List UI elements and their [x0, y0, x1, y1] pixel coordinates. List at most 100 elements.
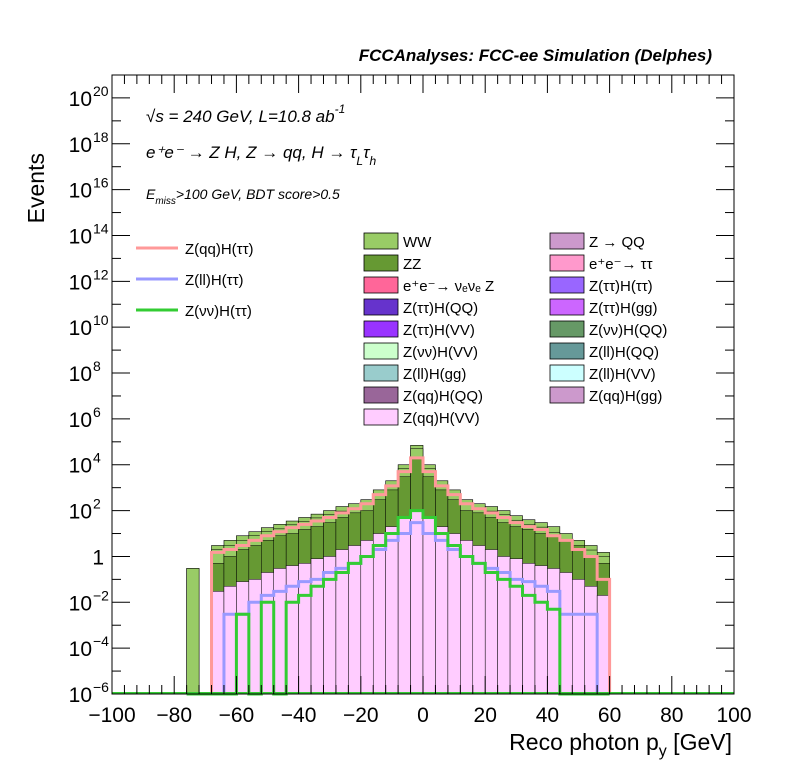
stack-bar	[435, 526, 449, 695]
legend-bg-swatch	[549, 254, 585, 272]
y-tick-label: 10	[69, 88, 92, 111]
stack-bar	[410, 510, 424, 695]
y-tick-label: 10	[69, 501, 92, 524]
stack-bar	[472, 545, 486, 695]
legend-bg-swatch	[549, 276, 585, 294]
stack-bar	[572, 579, 585, 695]
chart-header: FCCAnalyses: FCC-ee Simulation (Delphes)	[359, 46, 713, 65]
x-tick-label: 0	[417, 704, 429, 727]
y-tick-label: 10	[69, 134, 92, 157]
legend-bg-swatch	[363, 298, 399, 316]
annotation-process: e⁺e⁻ → Z H, Z → qq, H → τLτh	[146, 143, 376, 168]
stack-bar	[372, 533, 386, 695]
y-tick-exponent: 2	[93, 496, 101, 512]
stack-bar	[261, 572, 274, 695]
y-tick-exponent: 8	[93, 358, 101, 374]
y-tick-exponent: 14	[93, 220, 109, 236]
y-tick-exponent: 20	[93, 83, 109, 99]
y-tick-exponent: 10	[93, 312, 109, 328]
x-tick-label: 80	[660, 704, 683, 727]
y-tick-exponent: 4	[93, 450, 101, 466]
y-tick-exponent: −4	[93, 633, 109, 649]
annotation-energy: √s = 240 GeV, L=10.8 ab-1	[146, 102, 345, 126]
x-tick-label: 40	[536, 704, 559, 727]
y-tick-exponent: 12	[93, 266, 109, 282]
legend-bg-swatch	[549, 386, 585, 404]
y-tick-label: 10	[69, 455, 92, 478]
stack-bar	[447, 533, 461, 695]
stack-bar	[211, 591, 225, 695]
legend-bg-swatch	[363, 276, 399, 294]
legend-bg-label: Z(ττ)H(ττ)	[589, 278, 653, 295]
x-tick-label: −80	[156, 704, 192, 727]
legend-bg-label: Z → QQ	[589, 234, 645, 251]
y-tick-exponent: 6	[93, 404, 101, 420]
legend-bg-label: ZZ	[403, 256, 421, 273]
stack-bar	[273, 568, 287, 695]
y-tick-exponent: 16	[93, 175, 109, 191]
legend-bg-label: Z(ll)H(QQ)	[589, 344, 659, 361]
x-tick-label: 60	[598, 704, 621, 727]
y-tick-exponent: −2	[93, 587, 109, 603]
legend-bg-label: Z(νν)H(VV)	[403, 344, 478, 361]
legend-bg-swatch	[363, 364, 399, 382]
stack-bar	[385, 526, 399, 695]
stack-bar	[397, 517, 411, 695]
x-tick-label: −60	[219, 704, 255, 727]
legend-bg-swatch	[363, 254, 399, 272]
legend-bg-label: Z(ll)H(gg)	[403, 366, 466, 383]
y-tick-exponent: −6	[93, 679, 109, 695]
legend-bg-label: Z(qq)H(VV)	[403, 410, 480, 427]
legend-bg-label: Z(qq)H(QQ)	[403, 388, 483, 405]
y-tick-label: 10	[69, 592, 92, 615]
legend-signal-label: Z(qq)H(ττ)	[185, 241, 254, 258]
stack-bar	[460, 540, 474, 695]
legend-bg-swatch	[549, 298, 585, 316]
legend-bg-label: Z(νν)H(QQ)	[589, 322, 667, 339]
annotation-cuts: Emiss>100 GeV, BDT score>0.5	[146, 186, 340, 207]
y-tick-label: 10	[69, 317, 92, 340]
y-tick-label: 1	[92, 546, 104, 569]
y-tick-label: 10	[69, 638, 92, 661]
x-tick-label: 20	[474, 704, 497, 727]
legend-bg-swatch	[363, 320, 399, 338]
y-tick-label: 10	[69, 225, 92, 248]
legend-bg-swatch	[549, 320, 585, 338]
legend-bg-swatch	[363, 408, 399, 426]
stack-bar	[186, 568, 200, 695]
legend-bg-label: Z(qq)H(gg)	[589, 388, 662, 405]
stack-bar	[547, 568, 561, 695]
y-tick-label: 10	[69, 409, 92, 432]
legend-signal-label: Z(νν)H(ττ)	[185, 303, 252, 320]
x-tick-label: 100	[716, 704, 751, 727]
legend-bg-label: Z(ττ)H(gg)	[589, 300, 658, 317]
stack-bar	[596, 595, 610, 695]
signal-line	[186, 509, 610, 696]
legend-bg-swatch	[549, 342, 585, 360]
y-tick-label: 10	[69, 363, 92, 386]
stack-bar	[497, 556, 511, 695]
y-tick-label: 10	[69, 180, 92, 203]
stack-bar	[223, 586, 237, 695]
legend-bg-label: Z(ττ)H(QQ)	[403, 300, 478, 317]
legend-bg-swatch	[363, 386, 399, 404]
stack-bar	[248, 579, 262, 695]
x-tick-label: −100	[88, 704, 135, 727]
legend-bg-swatch	[549, 232, 585, 250]
stack-bar	[348, 545, 362, 695]
legend-bg-label: e⁺e⁻→ ττ	[589, 256, 653, 273]
stack-bar	[360, 540, 374, 695]
legend-bg-swatch	[363, 342, 399, 360]
legend-bg-label: WW	[403, 234, 432, 251]
signal-line	[186, 456, 612, 696]
x-tick-label: −20	[343, 704, 379, 727]
legend-signal-label: Z(ll)H(ττ)	[185, 272, 244, 289]
legend-bg-label: e⁺e⁻→ νₑνₑ Z	[403, 278, 494, 295]
stack-bar	[584, 586, 598, 695]
legend-bg-swatch	[363, 232, 399, 250]
y-axis-label: Events	[23, 153, 49, 223]
stack-bar	[422, 517, 436, 695]
x-tick-label: −40	[281, 704, 317, 727]
y-tick-label: 10	[69, 684, 92, 707]
